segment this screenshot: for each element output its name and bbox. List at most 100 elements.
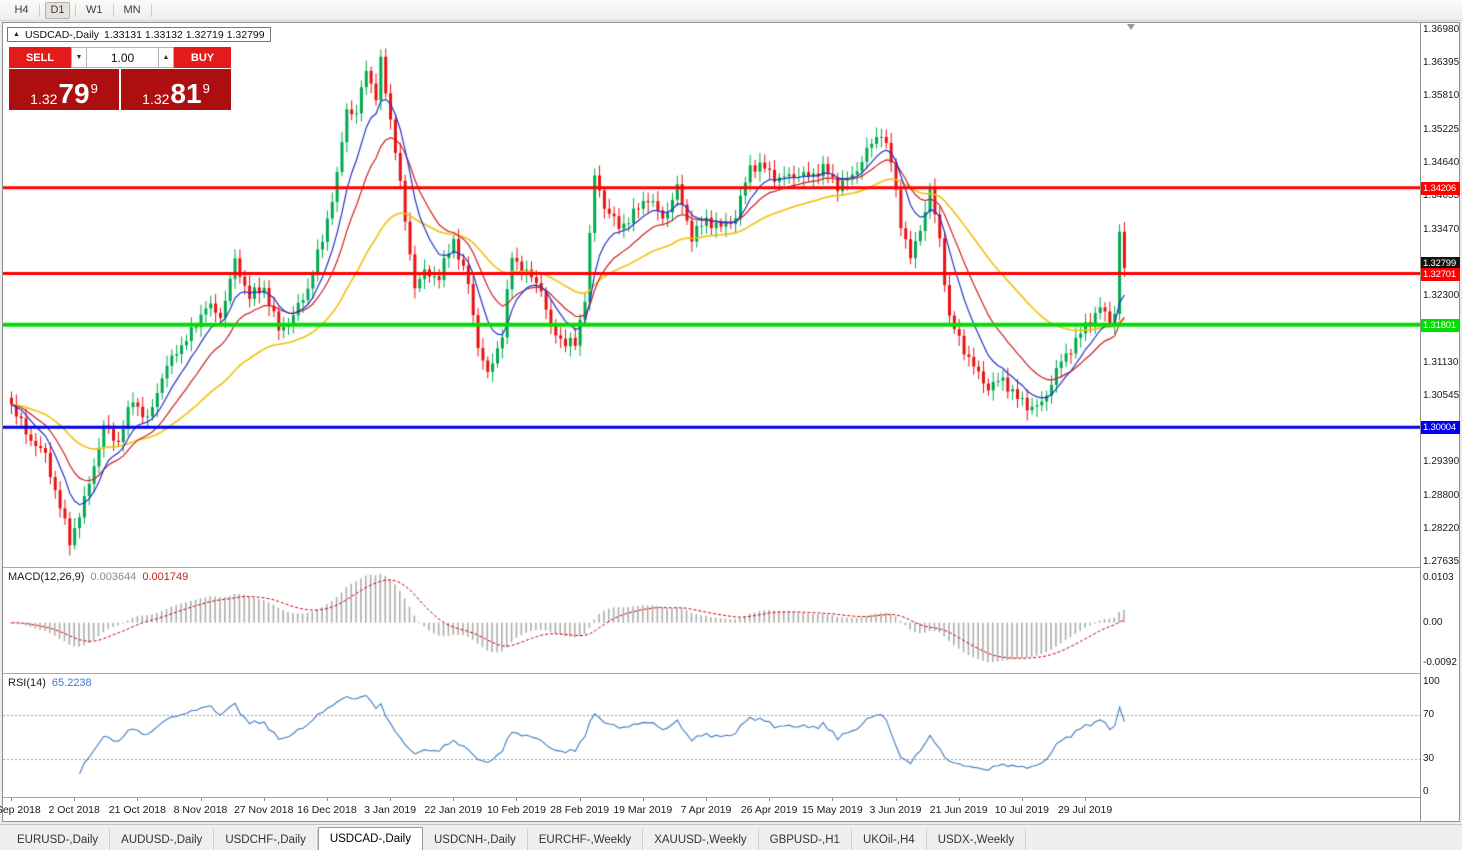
date-label: 21 Oct 2018	[108, 804, 166, 816]
timeframe-button-d1[interactable]: D1	[45, 1, 70, 19]
timeframe-button-w1[interactable]: W1	[86, 4, 103, 16]
chart-shift-marker-icon	[1127, 24, 1135, 30]
rsi-pane[interactable]: RSI(14) 65.2238	[3, 673, 1421, 797]
buy-price-pips: 81	[170, 78, 202, 110]
toolbar-separator	[150, 3, 152, 17]
chart-window: ▲ USDCAD-,Daily 1.33131 1.33132 1.32719 …	[0, 22, 1460, 822]
macd-signal-value: 0.001749	[142, 571, 189, 583]
macd-main-value: 0.003644	[90, 571, 137, 583]
date-label: 19 Mar 2019	[613, 804, 673, 816]
volume-input[interactable]	[87, 47, 158, 68]
timeframe-toolbar: H4 D1 W1 MN	[0, 0, 1462, 21]
date-axis: 13 Sep 2018 2 Oct 2018 21 Oct 2018 8 Nov 20…	[0, 797, 1421, 821]
chart-title-box: ▲ USDCAD-,Daily 1.33131 1.33132 1.32719 …	[7, 27, 271, 42]
tab-eurusd-daily[interactable]: EURUSD-,Daily	[6, 829, 111, 850]
one-click-trade-panel: SELL ▼ ▲ BUY 1.32 79 9 1.32 81 9	[9, 47, 231, 110]
date-tick	[74, 798, 76, 801]
date-tick	[895, 798, 897, 801]
date-tick	[958, 798, 960, 801]
volume-increase-button[interactable]: ▲	[158, 47, 174, 68]
date-label: 28 Feb 2019	[550, 804, 610, 816]
date-label: 8 Nov 2018	[173, 804, 228, 816]
hline-price-tag: 1.34206	[1421, 181, 1460, 195]
date-label: 22 Jan 2019	[424, 804, 483, 816]
rsi-axis-label: 0	[1423, 786, 1429, 797]
toolbar-separator	[75, 3, 76, 17]
volume-decrease-button[interactable]: ▼	[71, 47, 87, 68]
price-axis-label: 1.32300	[1423, 290, 1460, 302]
price-axis-label: 1.35810	[1423, 90, 1460, 102]
sell-price-pips: 79	[58, 78, 90, 110]
tab-xauusd-weekly[interactable]: XAUUSD-,Weekly	[643, 829, 759, 850]
sell-price-base: 1.32	[30, 91, 58, 107]
rsi-name: RSI(14)	[8, 677, 46, 689]
chart-symbol-title: USDCAD-,Daily	[24, 28, 100, 41]
date-tick	[11, 798, 12, 801]
date-tick	[390, 798, 392, 801]
chevron-up-icon: ▲	[162, 54, 170, 61]
date-label: 27 Nov 2018	[233, 804, 294, 816]
date-tick	[263, 798, 265, 801]
date-tick	[516, 798, 518, 801]
date-tick	[579, 798, 581, 801]
buy-price-tile[interactable]: 1.32 81 9	[121, 69, 231, 110]
timeframe-button-mn[interactable]: MN	[123, 4, 141, 16]
date-label: 21 Jun 2019	[929, 804, 988, 816]
hline-price-tag: 1.31801	[1421, 318, 1460, 332]
tab-ukoil-h4[interactable]: UKOil-,H4	[852, 829, 927, 850]
macd-pane[interactable]: MACD(12,26,9) 0.003644 0.001749	[3, 567, 1421, 673]
date-label: 3 Jun 2019	[869, 804, 922, 816]
rsi-value: 65.2238	[51, 677, 92, 689]
tab-usdcad-daily[interactable]: USDCAD-,Daily	[317, 827, 423, 850]
chart-tab-bar: EURUSD-,Daily AUDUSD-,Daily USDCHF-,Daily U…	[0, 824, 1462, 850]
date-tick	[1085, 798, 1087, 801]
chevron-down-icon: ▼	[75, 54, 83, 61]
date-label: 16 Dec 2018	[297, 804, 357, 816]
price-axis: 1.36980 1.36395 1.35810 1.35225 1.34640 1.340…	[1420, 23, 1460, 821]
timeframe-button-h4[interactable]: H4	[14, 4, 29, 16]
date-label: 3 Jan 2019	[364, 804, 417, 816]
date-tick	[832, 798, 834, 801]
macd-label: MACD(12,26,9) 0.003644 0.001749	[8, 571, 188, 583]
date-tick	[769, 798, 771, 801]
date-tick	[705, 798, 707, 801]
price-pane[interactable]: ▲ USDCAD-,Daily 1.33131 1.33132 1.32719 …	[3, 23, 1421, 567]
date-label: 15 May 2019	[801, 804, 863, 816]
tab-usdchf-daily[interactable]: USDCHF-,Daily	[214, 829, 318, 850]
rsi-axis-label: 70	[1423, 709, 1435, 720]
date-tick	[200, 798, 202, 801]
date-label: 13 Sep 2018	[0, 804, 41, 816]
price-axis-label: 1.33470	[1423, 223, 1460, 235]
trade-controls-row: SELL ▼ ▲ BUY	[9, 47, 231, 68]
price-axis-label: 1.35225	[1423, 123, 1460, 135]
price-axis-label: 1.31130	[1423, 357, 1459, 369]
rsi-canvas[interactable]	[3, 674, 1421, 797]
tab-gbpusd-h1[interactable]: GBPUSD-,H1	[759, 829, 852, 850]
macd-axis-label: 0.00	[1423, 616, 1443, 628]
date-label: 26 Apr 2019	[740, 804, 798, 816]
tab-audusd-daily[interactable]: AUDUSD-,Daily	[110, 829, 215, 850]
candlestick-canvas[interactable]	[3, 23, 1421, 567]
date-label: 10 Jul 2019	[994, 804, 1050, 816]
tab-eurchf-weekly[interactable]: EURCHF-,Weekly	[528, 829, 644, 850]
sell-price-tile[interactable]: 1.32 79 9	[9, 69, 119, 110]
sell-button[interactable]: SELL	[9, 47, 71, 68]
date-tick	[137, 798, 139, 801]
buy-price-base: 1.32	[142, 91, 170, 107]
buy-price-point: 9	[202, 81, 210, 96]
date-tick	[453, 798, 455, 801]
price-axis-label: 1.36980	[1423, 23, 1460, 35]
price-axis-label: 1.28220	[1423, 522, 1460, 534]
macd-canvas[interactable]	[3, 568, 1421, 673]
tab-usdcnh-daily[interactable]: USDCNH-,Daily	[423, 829, 528, 850]
date-tick	[642, 798, 644, 801]
rsi-axis-label: 30	[1423, 753, 1435, 764]
tab-usdx-weekly[interactable]: USDX-,Weekly	[927, 829, 1027, 850]
toolbar-separator	[39, 3, 40, 17]
price-axis-label: 1.27635	[1423, 556, 1460, 568]
buy-button[interactable]: BUY	[174, 47, 231, 68]
collapse-panel-icon[interactable]: ▲	[13, 31, 20, 38]
price-axis-label: 1.30545	[1423, 390, 1460, 402]
date-label: 2 Oct 2018	[48, 804, 100, 816]
